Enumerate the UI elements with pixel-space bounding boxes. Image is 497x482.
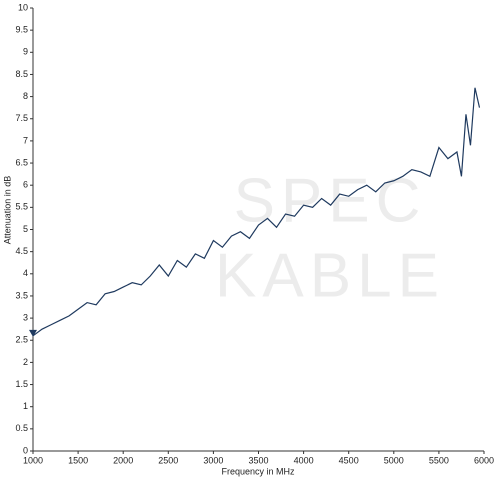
y-tick-label: 9 <box>23 47 28 57</box>
data-line <box>32 87 481 337</box>
x-tick-label: 5500 <box>429 455 449 465</box>
y-tick-label: 5 <box>23 224 28 234</box>
y-tick-label: 2 <box>23 357 28 367</box>
x-tick-label: 3500 <box>248 455 268 465</box>
y-tick-label: 7.5 <box>15 113 28 123</box>
y-tick-label: 9.5 <box>15 25 28 35</box>
y-tick-label: 7 <box>23 135 28 145</box>
y-tick-label: 3 <box>23 312 28 322</box>
x-tick-label: 5000 <box>384 455 404 465</box>
x-tick-label: 3000 <box>203 455 223 465</box>
marker <box>29 329 37 337</box>
x-tick-label: 2000 <box>113 455 133 465</box>
y-tick-label: 2.5 <box>15 335 28 345</box>
y-tick-label: 1.5 <box>15 379 28 389</box>
x-tick-label: 4000 <box>294 455 314 465</box>
watermark: KABLE <box>215 241 445 310</box>
watermark: SPEC <box>234 166 427 235</box>
y-axis-title: Attenuation in dB <box>2 176 12 245</box>
y-tick-label: 6.5 <box>15 157 28 167</box>
x-tick-label: 1000 <box>23 455 43 465</box>
y-tick-label: 8.5 <box>15 69 28 79</box>
x-tick-label: 6000 <box>474 455 494 465</box>
y-tick-label: 4 <box>23 268 28 278</box>
y-tick-label: 0 <box>23 445 28 455</box>
y-tick-label: 5.5 <box>15 202 28 212</box>
y-tick-label: 10 <box>18 2 28 12</box>
x-tick-label: 1500 <box>68 455 88 465</box>
x-tick-label: 2500 <box>158 455 178 465</box>
x-axis-title: Frequency in MHz <box>221 466 295 476</box>
y-tick-label: 6 <box>23 180 28 190</box>
y-tick-label: 4.5 <box>15 246 28 256</box>
x-tick-label: 4500 <box>339 455 359 465</box>
y-tick-label: 1 <box>23 401 28 411</box>
y-tick-label: 0.5 <box>15 423 28 433</box>
y-tick-label: 3.5 <box>15 290 28 300</box>
y-tick-label: 8 <box>23 91 28 101</box>
